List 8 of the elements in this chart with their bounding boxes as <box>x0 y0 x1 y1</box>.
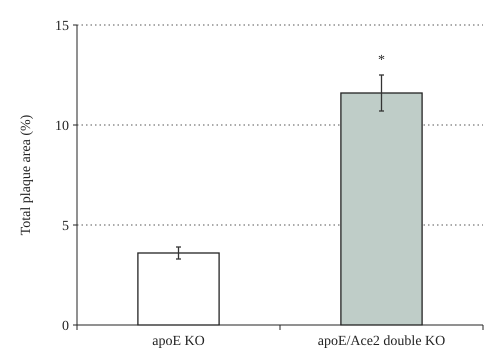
y-tick-label: 5 <box>62 218 69 234</box>
y-axis-title: Total plaque area (%) <box>19 114 34 236</box>
annotation: * <box>378 52 385 68</box>
x-tick-label: apoE KO <box>152 334 205 349</box>
x-tick-label: apoE/Ace2 double KO <box>318 334 446 349</box>
y-tick-label: 0 <box>62 318 69 334</box>
y-tick-label: 15 <box>55 18 69 34</box>
y-tick-label: 10 <box>55 118 69 134</box>
